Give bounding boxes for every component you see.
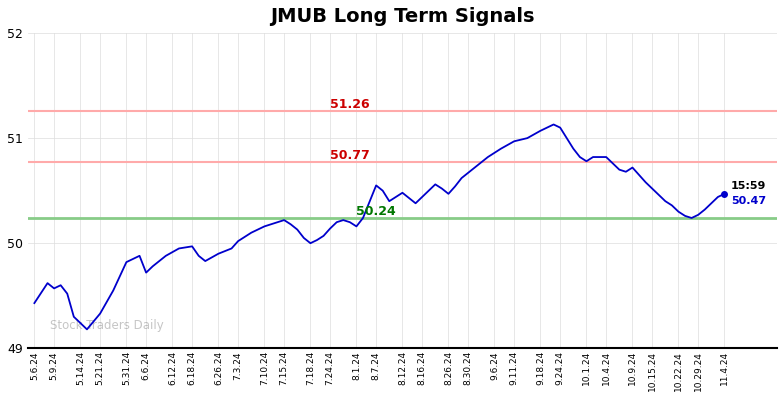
Text: 15:59: 15:59 bbox=[731, 181, 767, 191]
Text: 50.47: 50.47 bbox=[731, 196, 766, 206]
Title: JMUB Long Term Signals: JMUB Long Term Signals bbox=[270, 7, 535, 26]
Text: 50.24: 50.24 bbox=[357, 205, 396, 218]
Text: 51.26: 51.26 bbox=[330, 98, 370, 111]
Text: 50.77: 50.77 bbox=[330, 149, 370, 162]
Text: Stock Traders Daily: Stock Traders Daily bbox=[50, 319, 164, 332]
